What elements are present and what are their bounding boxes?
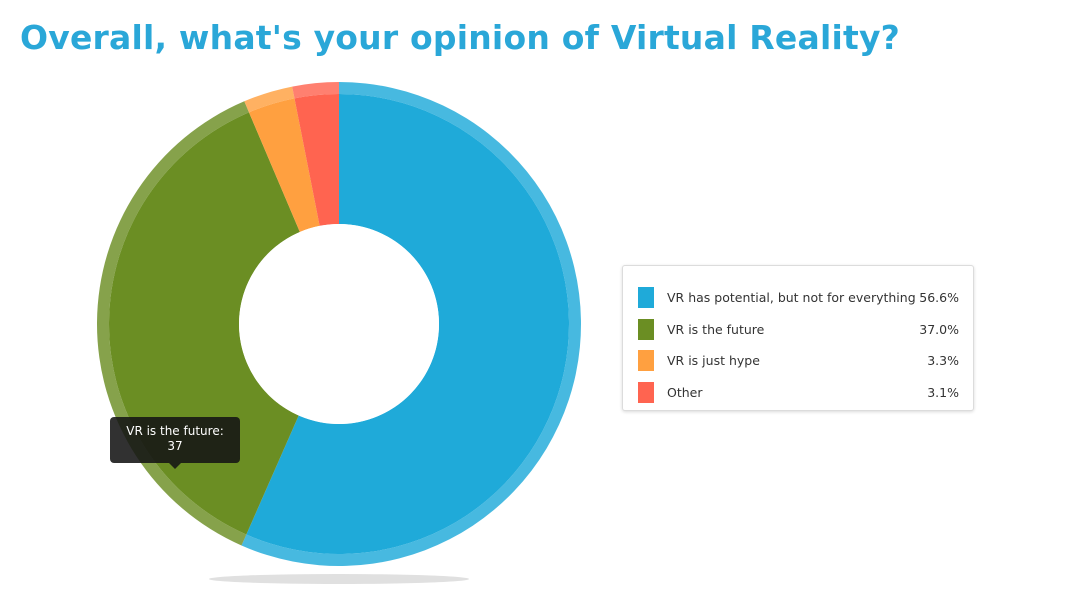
legend-value: 56.6% [919,290,959,306]
legend-item[interactable]: VR has potential, but not for everything… [623,282,973,314]
legend: VR has potential, but not for everything… [622,265,974,411]
legend-swatch [638,350,654,372]
legend-item[interactable]: VR is the future 37.0% [623,314,973,346]
donut-slice[interactable] [294,94,339,226]
donut-slice[interactable] [248,98,320,232]
donut-slice[interactable] [246,94,570,554]
legend-swatch [638,381,654,403]
donut-chart [96,82,581,584]
legend-value: 37.0% [919,321,959,337]
tooltip-label: VR is the future: [126,424,224,438]
legend-label: VR is just hype [667,353,760,369]
donut-slice-rim [292,82,339,99]
chart-title: Overall, what's your opinion of Virtual … [20,18,901,57]
legend-swatch [638,287,654,309]
legend-label: Other [667,384,703,400]
legend-item[interactable]: VR is just hype 3.3% [623,345,973,377]
legend-value: 3.3% [927,353,959,369]
donut-slice-rim [244,86,295,113]
tooltip: VR is the future: 37 [110,417,240,469]
legend-item[interactable]: Other 3.1% [623,377,973,409]
donut-hole [239,224,439,424]
tooltip-value: 37 [167,439,183,453]
legend-swatch [638,318,654,340]
legend-label: VR is the future [667,321,765,337]
chart-shadow [209,574,469,584]
legend-value: 3.1% [927,384,959,400]
legend-label: VR has potential, but not for everything [667,290,916,306]
